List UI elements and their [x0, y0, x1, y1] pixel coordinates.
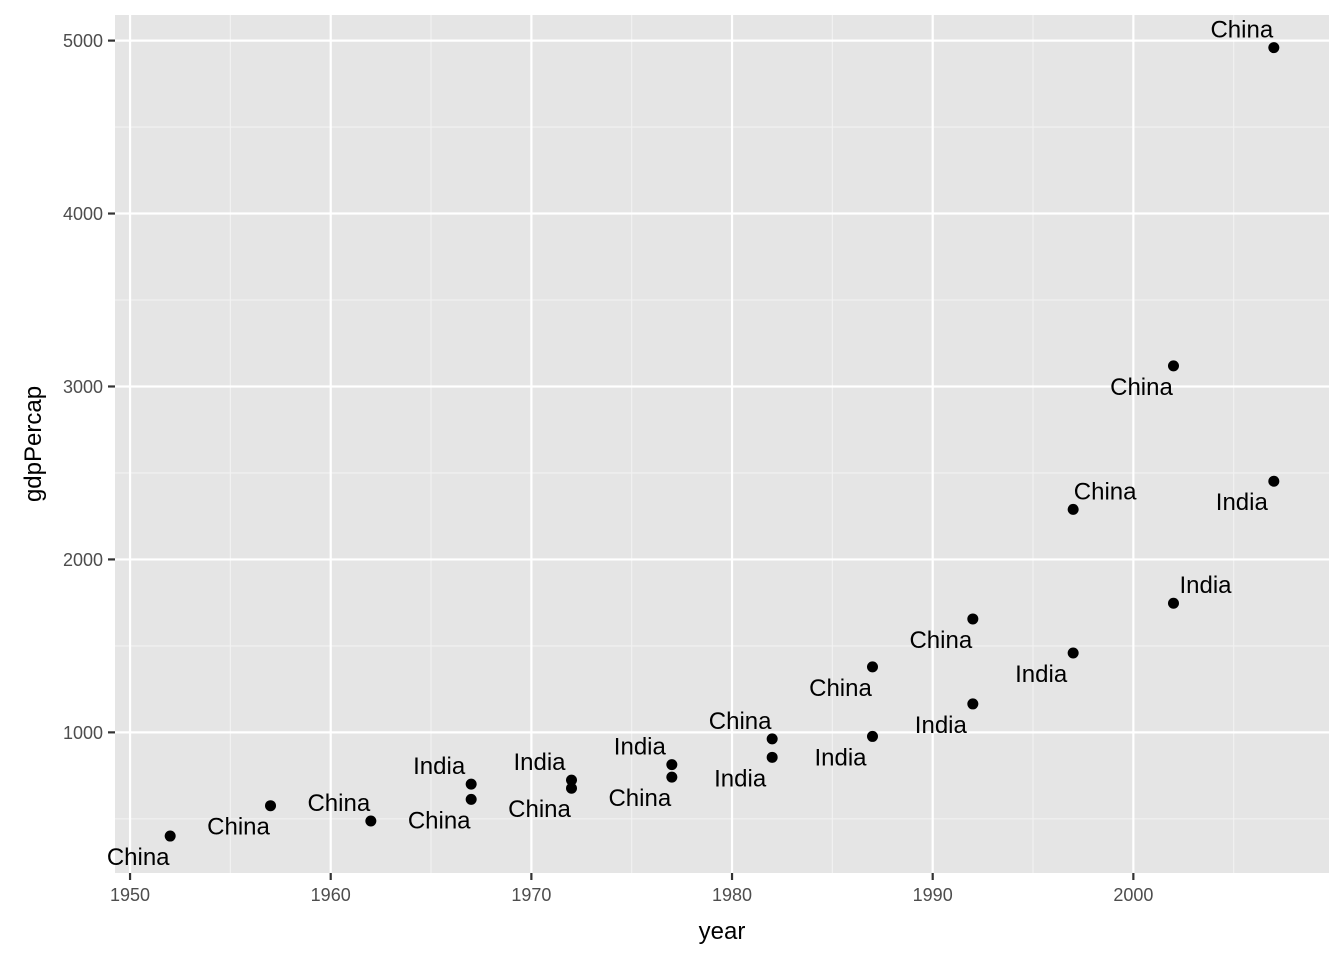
point-india-1972 [566, 774, 578, 786]
x-tick-label: 1970 [511, 885, 551, 905]
point-china-2007 [1268, 42, 1280, 54]
point-india-2007 [1268, 475, 1280, 487]
point-china-1977 [666, 771, 678, 783]
major-gridlines [115, 15, 1329, 873]
point-label: China [709, 708, 772, 735]
point-china-1952 [164, 830, 176, 842]
point-label: China [408, 807, 471, 834]
point-label: China [207, 814, 270, 841]
point-china-1957 [265, 800, 277, 812]
point-label: India [714, 765, 767, 792]
x-tick-label: 1990 [913, 885, 953, 905]
point-label: China [1074, 478, 1137, 505]
point-label: India [1015, 661, 1068, 688]
data-points [164, 42, 1280, 842]
x-tick-label: 1980 [712, 885, 752, 905]
point-label: India [915, 712, 968, 739]
point-india-2002 [1167, 597, 1179, 609]
point-china-1987 [866, 661, 878, 673]
y-tick-label: 5000 [63, 31, 103, 51]
point-india-1967 [465, 778, 477, 790]
point-label: China [909, 627, 972, 654]
y-tick-label: 1000 [63, 723, 103, 743]
y-tick-label: 4000 [63, 204, 103, 224]
point-label: India [614, 734, 667, 761]
y-axis-ticks: 1000 2000 3000 4000 5000 [63, 31, 115, 743]
point-china-1972 [566, 782, 578, 794]
point-label: China [1110, 374, 1173, 401]
minor-gridlines [115, 15, 1329, 873]
point-india-1997 [1067, 647, 1079, 659]
point-label: India [814, 744, 867, 771]
point-india-1977 [666, 759, 678, 771]
y-axis-title: gdpPercap [20, 386, 47, 502]
x-axis-title: year [699, 918, 746, 945]
point-china-1997 [1067, 503, 1079, 515]
point-china-2002 [1167, 360, 1179, 372]
x-tick-label: 1960 [311, 885, 351, 905]
point-label: India [413, 753, 466, 780]
x-axis-ticks: 1950 1960 1970 1980 1990 2000 [110, 873, 1153, 905]
point-label: China [809, 675, 872, 702]
y-tick-label: 3000 [63, 377, 103, 397]
point-india-1992 [967, 698, 979, 710]
point-india-1982 [766, 751, 778, 763]
point-label: China [1210, 17, 1273, 44]
point-label: India [1216, 489, 1269, 516]
point-india-1987 [866, 730, 878, 742]
point-china-1967 [465, 793, 477, 805]
point-label: China [608, 785, 671, 812]
plot-panel [115, 15, 1329, 873]
point-label: China [107, 844, 170, 871]
point-china-1992 [967, 613, 979, 625]
y-tick-label: 2000 [63, 550, 103, 570]
point-label: India [1179, 572, 1232, 599]
point-china-1982 [766, 733, 778, 745]
point-label: India [513, 749, 566, 776]
point-labels: China China China China China China China China… [107, 17, 1274, 871]
x-tick-label: 1950 [110, 885, 150, 905]
point-label: China [508, 796, 571, 823]
x-tick-label: 2000 [1113, 885, 1153, 905]
point-label: China [307, 790, 370, 817]
point-china-1962 [365, 815, 377, 827]
